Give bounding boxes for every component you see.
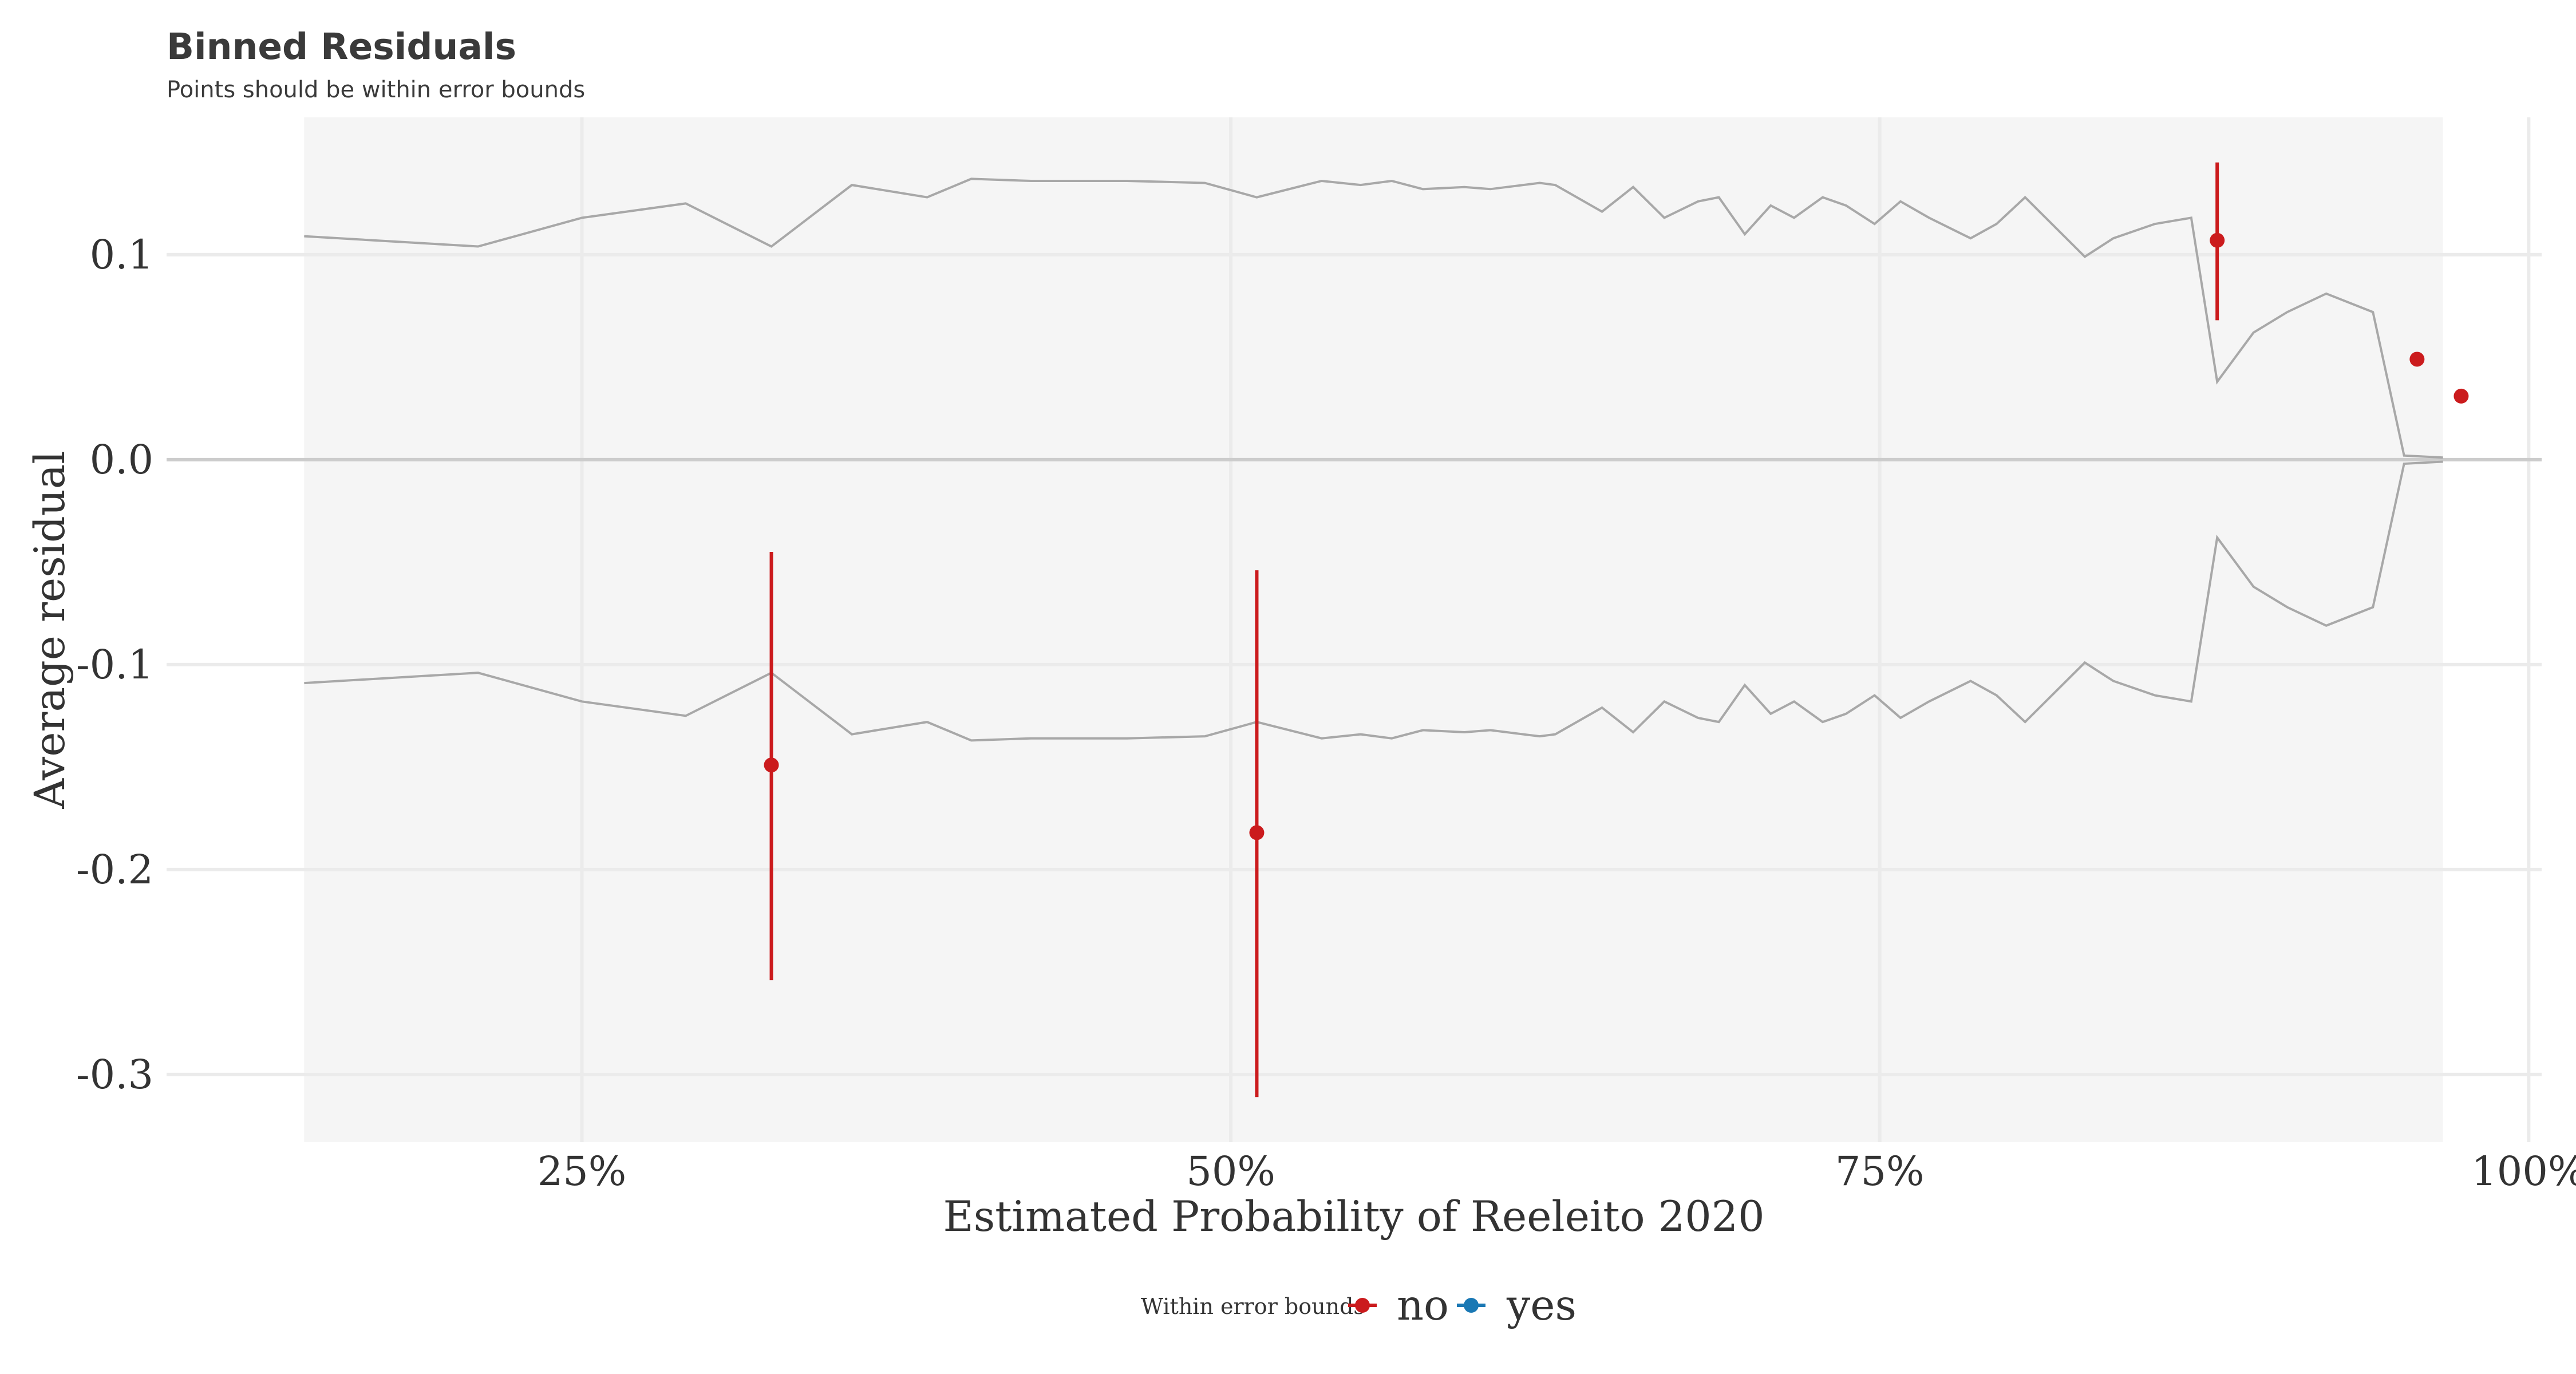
error-bounds-band bbox=[304, 177, 2443, 742]
legend-label: no bbox=[1397, 1281, 1449, 1330]
residual-points bbox=[764, 162, 2469, 1097]
x-tick-label: 50% bbox=[1186, 1148, 1275, 1195]
residual-point bbox=[2453, 388, 2469, 404]
legend-title: Within error bounds bbox=[1141, 1294, 1365, 1319]
legend-key-point bbox=[1464, 1298, 1479, 1313]
residual-point bbox=[1249, 825, 1265, 840]
x-axis-ticks: 25% 50% 75% 100% bbox=[538, 1148, 2576, 1195]
y-tick-label: -0.1 bbox=[76, 641, 153, 688]
x-tick-label: 75% bbox=[1835, 1148, 1925, 1195]
y-axis-title: Average residual bbox=[26, 451, 74, 809]
y-tick-label: -0.2 bbox=[76, 846, 153, 893]
upper-bound-line bbox=[304, 177, 2443, 459]
y-tick-label: 0.1 bbox=[90, 231, 153, 278]
x-axis-title: Estimated Probability of Reeleito 2020 bbox=[943, 1193, 1764, 1241]
legend-label: yes bbox=[1506, 1281, 1577, 1330]
x-tick-label: 100% bbox=[2471, 1148, 2576, 1195]
residual-point bbox=[2409, 352, 2425, 367]
grid-lines bbox=[167, 117, 2542, 1142]
residual-point bbox=[2210, 232, 2225, 248]
y-tick-label: 0.0 bbox=[90, 436, 153, 483]
plot-panel-background bbox=[304, 117, 2443, 1142]
x-tick-label: 25% bbox=[538, 1148, 627, 1195]
legend-key-point bbox=[1355, 1298, 1370, 1313]
y-axis-ticks: 0.1 0.0 -0.1 -0.2 -0.3 bbox=[76, 231, 153, 1098]
chart-title: Binned Residuals bbox=[167, 26, 516, 68]
chart-subtitle: Points should be within error bounds bbox=[167, 77, 585, 103]
residual-point bbox=[764, 757, 779, 773]
lower-bound-line bbox=[304, 460, 2443, 742]
legend: Within error bounds no yes bbox=[1141, 1281, 1577, 1330]
y-tick-label: -0.3 bbox=[76, 1051, 153, 1098]
